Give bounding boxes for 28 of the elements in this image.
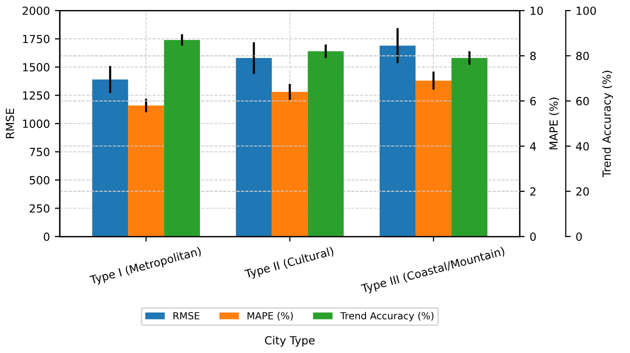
y3-tick-label: 0 <box>576 232 582 241</box>
y-tick-label: 750 <box>30 148 50 156</box>
y2-tick-label: 4 <box>530 142 536 150</box>
y-tick-label: 1500 <box>23 63 50 72</box>
y3-tick-label: 40 <box>576 142 589 151</box>
y2-axis-title: MAPE (%) <box>549 98 560 150</box>
x-axis-title: City Type <box>265 336 315 347</box>
y2-tick-label: 10 <box>530 6 543 15</box>
y3-axis-title: Trend Accuracy (%) <box>602 70 613 178</box>
legend-label: Trend Accuracy (%) <box>340 312 434 322</box>
y-tick-label: 1000 <box>23 120 50 128</box>
y-tick-label: 1250 <box>23 91 50 100</box>
y3-tick-label: 60 <box>576 96 589 106</box>
y3-tick-label: 80 <box>576 52 589 60</box>
y-tick-label: 2000 <box>22 6 50 15</box>
legend-label: RMSE <box>173 312 200 320</box>
y2-tick-label: 0 <box>530 232 536 241</box>
y2-tick-label: 8 <box>530 52 536 60</box>
y2-tick-label: 2 <box>530 187 536 196</box>
y-axis-title: RMSE <box>6 108 14 138</box>
y3-tick-label: 20 <box>576 187 589 196</box>
y-tick-label: 250 <box>30 204 50 213</box>
y-tick-label: 500 <box>30 176 50 184</box>
y2-tick-label: 6 <box>530 96 536 106</box>
y3-tick-label: 100 <box>576 6 596 15</box>
y-tick-label: 1750 <box>23 34 50 44</box>
legend-label: MAPE (%) <box>248 312 293 321</box>
y-tick-label: 0 <box>44 232 50 241</box>
